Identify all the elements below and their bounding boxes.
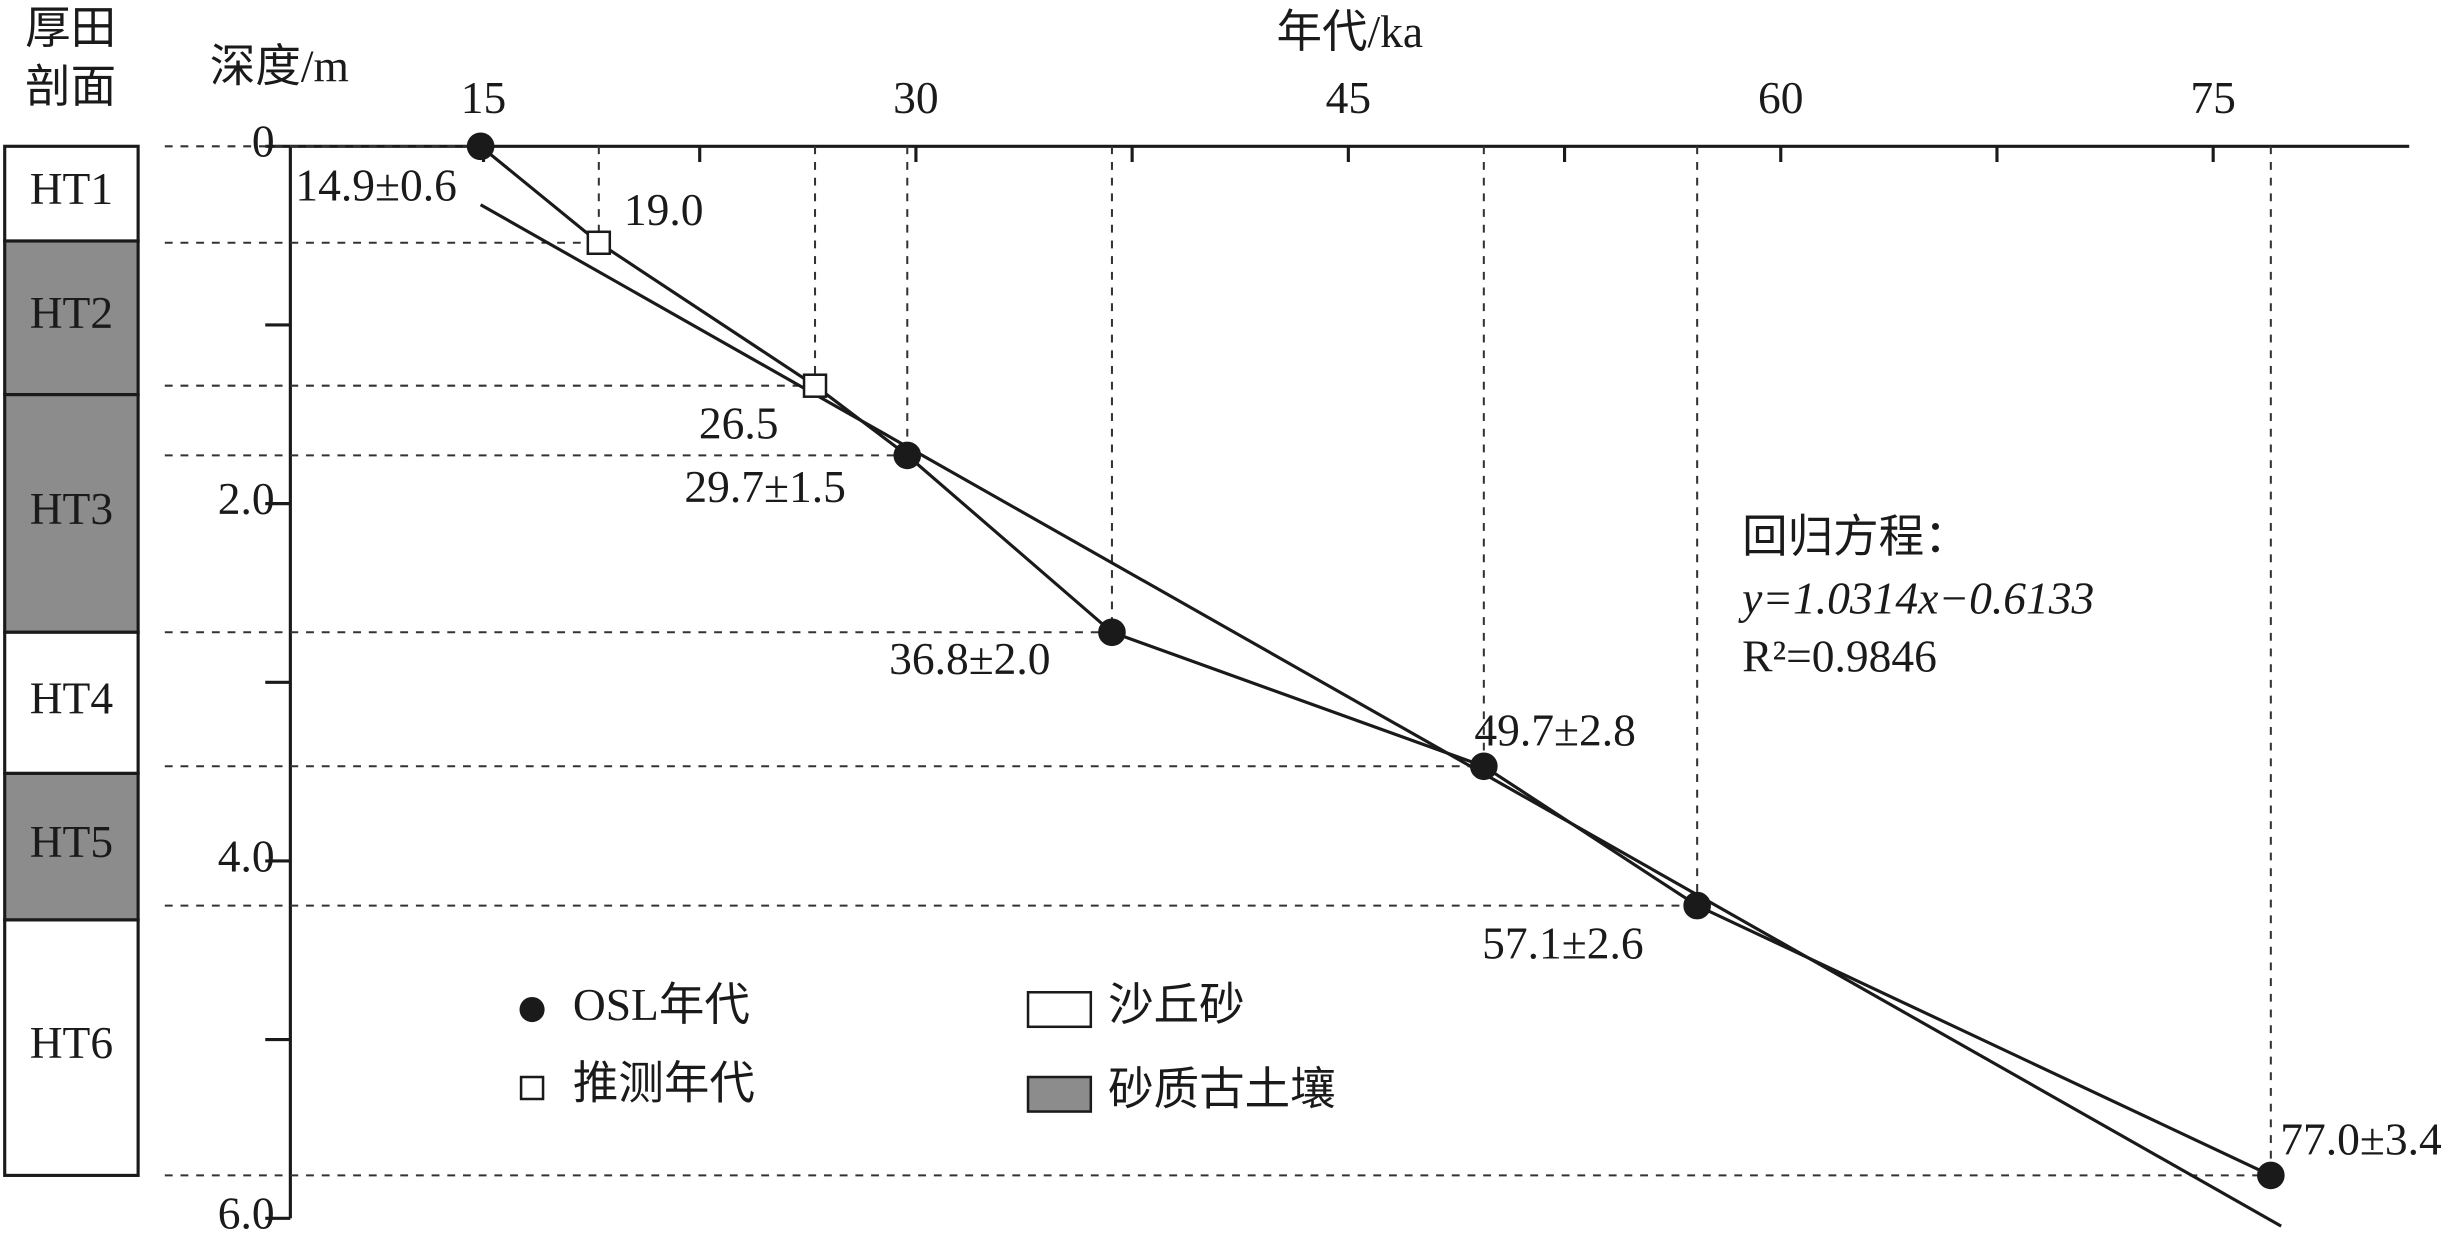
stratum bbox=[3, 630, 140, 775]
regression-title: 回归方程： bbox=[1742, 511, 1970, 562]
data-label: 26.5 bbox=[699, 398, 779, 449]
stratum bbox=[3, 918, 140, 1177]
x-tick-label: 75 bbox=[2190, 72, 2236, 123]
stratum-label: HT5 bbox=[30, 816, 113, 867]
marker bbox=[1683, 891, 1711, 920]
y-axis-title: 深度/m bbox=[210, 40, 349, 91]
marker bbox=[1098, 618, 1126, 647]
stratum bbox=[3, 393, 140, 634]
marker bbox=[586, 230, 612, 256]
x-tick-label: 30 bbox=[893, 72, 939, 123]
stratum-label: HT2 bbox=[30, 287, 113, 338]
data-label: 36.8±2.0 bbox=[889, 633, 1050, 684]
legend-label: 推测年代 bbox=[573, 1057, 755, 1108]
marker bbox=[2257, 1161, 2285, 1190]
legend-label: OSL年代 bbox=[573, 979, 750, 1030]
data-label: 57.1±2.6 bbox=[1482, 917, 1643, 968]
data-label: 29.7±1.5 bbox=[684, 461, 845, 512]
legend-marker bbox=[519, 996, 545, 1023]
y-tick-label: 4.0 bbox=[218, 830, 275, 881]
stratum-label: HT4 bbox=[30, 672, 114, 723]
y-tick-label: 0 bbox=[252, 116, 275, 167]
legend-swatch bbox=[1026, 1075, 1093, 1113]
x-tick-label: 45 bbox=[1326, 72, 1372, 123]
regression-equation: y=1.0314x−0.6133 bbox=[1738, 572, 2094, 623]
stratum-label: HT1 bbox=[30, 163, 113, 214]
data-label: 49.7±2.8 bbox=[1474, 704, 1635, 755]
legend-marker bbox=[519, 1075, 545, 1101]
marker bbox=[802, 373, 828, 398]
y-tick-label: 6.0 bbox=[218, 1188, 275, 1239]
regression-r2: R²=0.9846 bbox=[1742, 631, 1937, 682]
marker bbox=[1470, 752, 1498, 781]
legend-label: 砂质古土壤 bbox=[1108, 1064, 1336, 1115]
stratum bbox=[3, 144, 140, 243]
regression-line bbox=[479, 203, 2282, 1228]
y-tick-label: 2.0 bbox=[218, 473, 275, 524]
x-axis-title: 年代/ka bbox=[1276, 6, 1423, 57]
x-tick-label: 15 bbox=[461, 72, 507, 123]
column-title: 剖面 bbox=[25, 61, 116, 112]
x-tick-label: 60 bbox=[1758, 72, 1804, 123]
stratum bbox=[3, 239, 140, 397]
stratum-label: HT3 bbox=[30, 483, 113, 534]
connect-line bbox=[479, 145, 2272, 1177]
column-title: 厚田 bbox=[25, 3, 116, 54]
marker bbox=[893, 441, 922, 470]
legend-label: 沙丘砂 bbox=[1108, 979, 1245, 1030]
stratum-label: HT6 bbox=[30, 1017, 113, 1068]
marker bbox=[466, 132, 495, 161]
data-label: 19.0 bbox=[624, 184, 704, 235]
legend-swatch bbox=[1026, 991, 1093, 1029]
data-label: 77.0±3.4 bbox=[2280, 1113, 2442, 1164]
data-label: 14.9±0.6 bbox=[295, 160, 456, 211]
